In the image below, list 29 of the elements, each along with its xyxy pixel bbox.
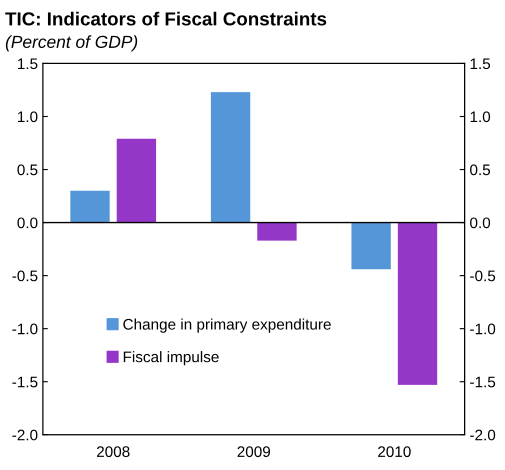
bar bbox=[210, 92, 250, 223]
bar bbox=[398, 222, 438, 385]
y-tick-label: 0.5 bbox=[17, 164, 38, 176]
bar bbox=[257, 222, 297, 241]
y2-tick-label: -0.5 bbox=[470, 270, 496, 282]
bar bbox=[351, 222, 391, 270]
chart-title: TIC: Indicators of Fiscal Constraints bbox=[5, 12, 326, 26]
y2-tick-label: -2.0 bbox=[470, 430, 496, 440]
x-tick-label: 2008 bbox=[96, 446, 130, 458]
legend-label: Change in primary expenditure bbox=[123, 318, 331, 333]
y-tick-label: -1.0 bbox=[12, 324, 38, 334]
y2-tick-label: 0.5 bbox=[470, 164, 490, 176]
x-tick-label: 2010 bbox=[378, 446, 411, 458]
y2-tick-label: -1.5 bbox=[470, 376, 496, 388]
y2-tick-label: 0.0 bbox=[470, 217, 490, 228]
x-tick-label: 2009 bbox=[238, 446, 270, 458]
y2-tick-label: 1.0 bbox=[470, 111, 490, 122]
legend-label: Fiscal impulse bbox=[124, 351, 219, 366]
y-tick-label: 1.5 bbox=[18, 58, 38, 70]
y2-tick-label: 1.5 bbox=[470, 58, 490, 70]
y2-tick-label: -1.0 bbox=[470, 324, 496, 334]
chart-subtitle: (Percent of GDP) bbox=[6, 35, 138, 52]
bar bbox=[70, 190, 110, 223]
y-tick-label: 1.0 bbox=[18, 111, 38, 122]
y-tick-label: -2.0 bbox=[12, 430, 38, 440]
y-tick-label: 0.0 bbox=[17, 217, 38, 228]
y-tick-label: -0.5 bbox=[12, 270, 38, 282]
bar bbox=[116, 138, 156, 223]
y-tick-label: -1.5 bbox=[12, 376, 38, 388]
